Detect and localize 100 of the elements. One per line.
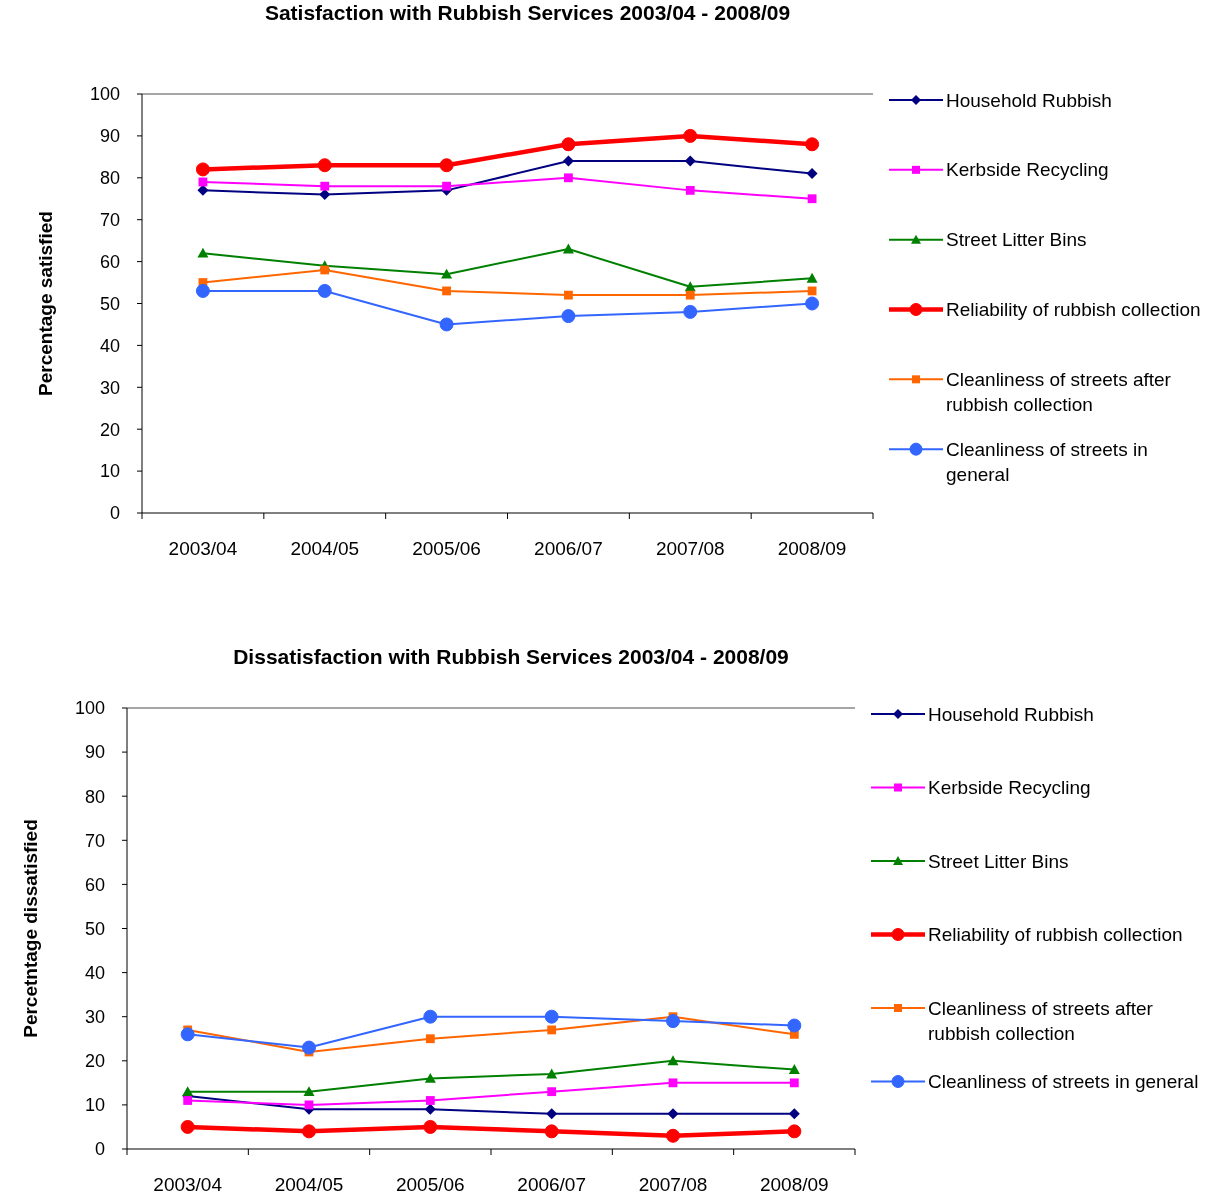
point: [807, 194, 817, 204]
point: [303, 1086, 315, 1097]
point: [561, 309, 576, 324]
legend-label: Reliability of rubbish collection: [946, 299, 1201, 321]
y-tick-label: 0: [109, 503, 120, 524]
point: [805, 137, 820, 152]
point: [424, 1072, 436, 1083]
x-tick-label: 2008/09: [777, 538, 847, 559]
point: [666, 1014, 680, 1029]
point: [425, 1096, 435, 1105]
x-tick-label: 2003/04: [168, 538, 238, 559]
y-tick-label: 0: [94, 1139, 105, 1160]
legend-label: Household Rubbish: [946, 89, 1112, 111]
point: [441, 268, 453, 279]
point: [806, 272, 818, 283]
point: [544, 1124, 559, 1139]
point: [546, 1068, 558, 1079]
legend-label: Reliability of rubbish collection: [928, 924, 1183, 946]
point: [442, 181, 451, 191]
point: [564, 173, 573, 183]
y-tick-label: 90: [99, 126, 120, 147]
point: [180, 1119, 195, 1134]
chart-title: Dissatisfaction with Rubbish Services 2003/04 - 2008/09: [233, 645, 789, 668]
point: [666, 1128, 680, 1143]
point: [685, 290, 695, 300]
x-tick-label: 2006/07: [534, 538, 603, 559]
point: [547, 1025, 557, 1035]
legend-label: Cleanliness of streets after rubbish collection: [928, 997, 1154, 1044]
y-tick-label: 30: [84, 1007, 105, 1027]
y-tick-label: 60: [99, 251, 120, 272]
point: [667, 1055, 679, 1066]
y-tick-label: 80: [84, 786, 105, 807]
point: [685, 185, 695, 195]
legend-label: Cleanliness of streets in general: [928, 1071, 1199, 1093]
y-tick-label: 80: [99, 168, 120, 189]
point: [195, 283, 210, 298]
legend-label: Cleanliness of streets in general: [946, 438, 1148, 485]
point: [320, 181, 330, 191]
y-tick-label: 70: [84, 830, 105, 851]
point: [439, 317, 454, 332]
y-tick-label: 60: [84, 874, 105, 895]
x-tick-label: 2005/06: [395, 1174, 465, 1195]
point: [423, 1009, 438, 1024]
point: [544, 1009, 559, 1024]
y-tick-label: 100: [89, 84, 120, 105]
legend-label: Kerbside Recycling: [946, 159, 1109, 181]
point: [317, 158, 332, 173]
point: [302, 1124, 316, 1139]
point: [805, 296, 820, 311]
y-axis-title: Percentage satisfied: [35, 211, 56, 396]
y-axis-title: Percetntage dissatisfied: [20, 819, 41, 1038]
y-tick-label: 100: [74, 698, 105, 719]
point: [547, 1087, 557, 1097]
legend-label: Kerbside Recycling: [928, 777, 1091, 799]
point: [424, 1103, 436, 1115]
point: [683, 128, 698, 143]
point: [787, 1124, 802, 1139]
y-tick-label: 20: [84, 1051, 105, 1072]
y-tick-label: 50: [84, 918, 105, 939]
point: [667, 1108, 679, 1120]
point: [319, 189, 331, 201]
x-tick-label: 2004/05: [290, 538, 360, 559]
legend-label: Cleanliness of streets after rubbish collection: [946, 368, 1172, 415]
point: [423, 1119, 438, 1134]
point: [183, 1096, 193, 1105]
legend-label: Street Litter Bins: [946, 229, 1087, 251]
x-tick-label: 2006/07: [517, 1174, 587, 1195]
point: [806, 168, 818, 180]
point: [564, 290, 573, 300]
point: [442, 286, 451, 296]
x-tick-label: 2003/04: [153, 1174, 223, 1195]
point: [546, 1108, 558, 1120]
point: [302, 1040, 316, 1055]
y-tick-label: 10: [99, 461, 120, 482]
x-tick-label: 2007/08: [638, 1174, 708, 1195]
chart-title: Satisfaction with Rubbish Services 2003/04 - 2008/09: [264, 1, 791, 24]
point: [684, 155, 696, 167]
point: [182, 1086, 194, 1097]
point: [562, 155, 574, 167]
point: [180, 1027, 195, 1042]
y-tick-label: 90: [84, 742, 105, 763]
x-tick-label: 2004/05: [274, 1174, 344, 1195]
y-tick-label: 70: [99, 210, 120, 230]
y-tick-label: 20: [99, 419, 120, 440]
point: [561, 137, 576, 152]
point: [439, 158, 454, 173]
point: [683, 304, 698, 319]
y-tick-label: 50: [99, 293, 120, 314]
y-tick-label: 30: [99, 377, 120, 398]
y-tick-label: 10: [84, 1095, 105, 1116]
point: [788, 1064, 800, 1075]
y-tick-label: 40: [84, 962, 105, 983]
y-tick-label: 40: [99, 335, 120, 356]
legend-label: Street Litter Bins: [928, 850, 1069, 872]
x-tick-label: 2007/08: [655, 538, 725, 559]
point: [562, 243, 574, 254]
point: [668, 1078, 678, 1088]
x-tick-label: 2005/06: [412, 538, 481, 559]
point: [320, 265, 330, 275]
point: [195, 162, 210, 177]
